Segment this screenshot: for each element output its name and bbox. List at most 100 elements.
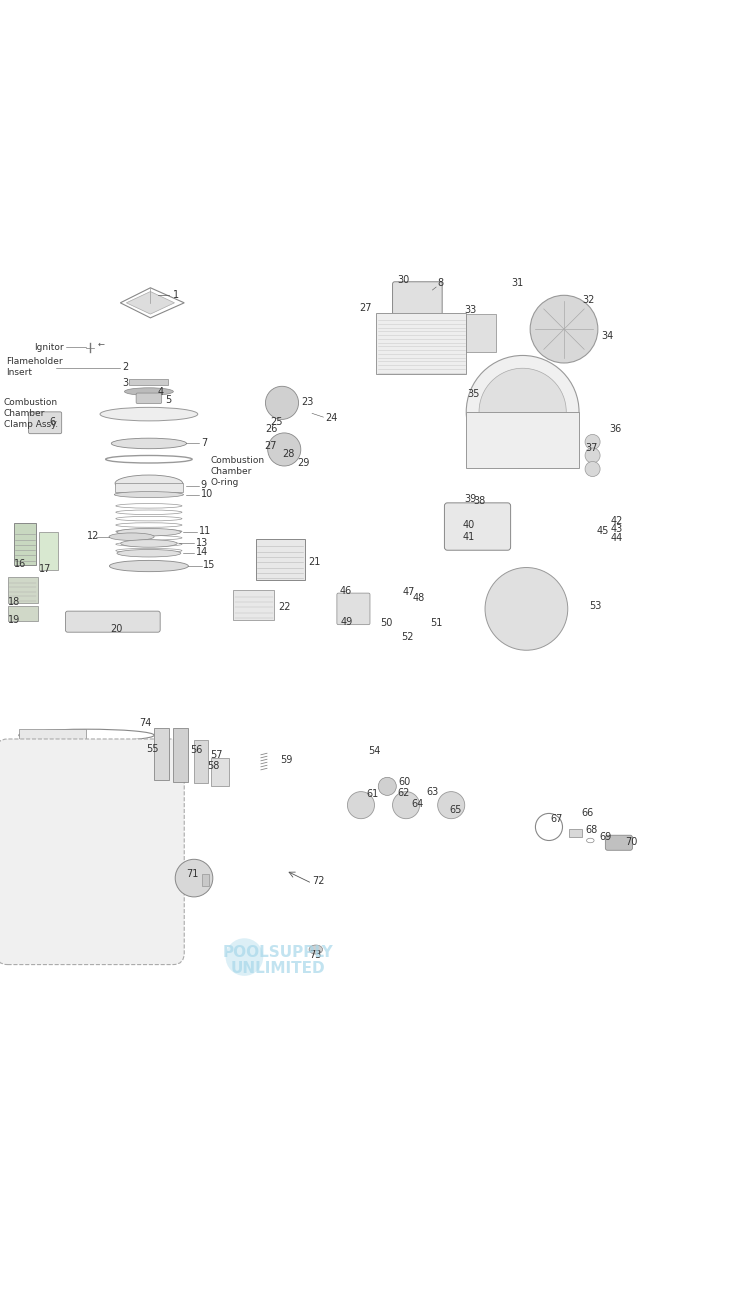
Text: 40: 40 (462, 519, 475, 530)
Text: Flameholder
Insert: Flameholder Insert (6, 356, 62, 377)
Text: 7: 7 (201, 437, 207, 448)
Circle shape (485, 568, 568, 650)
Text: 1: 1 (173, 290, 179, 300)
Text: 64: 64 (411, 800, 423, 809)
Bar (8, 577, 38, 603)
Text: 16: 16 (14, 559, 26, 569)
Text: 38: 38 (473, 496, 485, 506)
Ellipse shape (117, 549, 181, 557)
Bar (19, 762, 86, 774)
Bar (19, 779, 86, 791)
Text: 26: 26 (265, 424, 277, 435)
Text: 47: 47 (402, 586, 414, 596)
Text: 69: 69 (599, 833, 611, 843)
Text: 67: 67 (550, 814, 562, 823)
Circle shape (479, 368, 566, 455)
Text: 33: 33 (465, 304, 477, 315)
Text: 19: 19 (8, 615, 20, 625)
Text: Ignitor: Ignitor (35, 343, 64, 351)
Bar (569, 829, 582, 837)
Ellipse shape (100, 407, 198, 422)
FancyBboxPatch shape (0, 739, 184, 964)
Text: 57: 57 (211, 750, 223, 760)
Text: 45: 45 (596, 526, 608, 536)
Text: 61: 61 (366, 790, 378, 799)
Text: ←: ← (98, 339, 105, 348)
Text: 44: 44 (611, 534, 623, 543)
Text: 29: 29 (297, 458, 309, 468)
Text: Combustion
Chamber
O-ring: Combustion Chamber O-ring (211, 455, 265, 487)
Bar (173, 728, 188, 782)
Text: 11: 11 (199, 526, 211, 536)
Text: 4: 4 (158, 388, 164, 397)
Text: 71: 71 (186, 869, 198, 878)
Bar (154, 728, 169, 780)
Text: 23: 23 (301, 397, 313, 407)
Text: 20: 20 (111, 624, 123, 634)
Text: 68: 68 (585, 825, 597, 835)
Circle shape (347, 792, 374, 818)
Circle shape (265, 386, 299, 419)
Bar (19, 829, 86, 840)
Text: POOLSUPPLY
UNLIMITED: POOLSUPPLY UNLIMITED (223, 945, 334, 976)
Text: 48: 48 (412, 592, 424, 603)
Text: 72: 72 (312, 876, 325, 886)
FancyBboxPatch shape (65, 611, 160, 632)
Text: 60: 60 (399, 776, 411, 787)
Text: 39: 39 (464, 495, 476, 504)
Text: 49: 49 (341, 617, 353, 626)
Text: 25: 25 (271, 418, 284, 428)
Text: 22: 22 (278, 603, 291, 612)
FancyBboxPatch shape (337, 592, 370, 625)
Bar (8, 606, 38, 621)
Ellipse shape (111, 438, 186, 449)
Circle shape (393, 792, 420, 818)
Bar (129, 378, 168, 385)
Text: 24: 24 (325, 412, 337, 423)
Text: 46: 46 (340, 586, 352, 596)
Ellipse shape (114, 492, 183, 497)
Text: 70: 70 (626, 837, 638, 847)
Text: 27: 27 (265, 441, 277, 450)
Text: 37: 37 (585, 442, 597, 453)
Bar (211, 758, 229, 787)
FancyBboxPatch shape (136, 393, 162, 403)
Text: 2: 2 (122, 361, 128, 372)
Ellipse shape (110, 560, 188, 572)
Text: 66: 66 (581, 808, 593, 818)
Text: 5: 5 (165, 395, 171, 405)
Circle shape (175, 859, 213, 897)
Text: 9: 9 (201, 480, 207, 489)
Polygon shape (126, 291, 174, 315)
Bar (233, 590, 274, 620)
Text: 35: 35 (468, 389, 480, 399)
Text: 36: 36 (609, 424, 621, 435)
Text: 59: 59 (280, 756, 293, 765)
Text: 31: 31 (511, 278, 523, 288)
Text: 21: 21 (308, 557, 320, 568)
Text: 12: 12 (86, 531, 99, 542)
FancyBboxPatch shape (393, 282, 442, 315)
Bar (14, 523, 36, 565)
Text: 10: 10 (201, 489, 213, 499)
Circle shape (585, 435, 600, 449)
Bar (466, 315, 496, 352)
Text: 28: 28 (282, 449, 294, 459)
FancyBboxPatch shape (444, 502, 511, 551)
Text: 43: 43 (611, 525, 623, 534)
Text: 32: 32 (583, 295, 595, 305)
Bar (19, 812, 86, 823)
Circle shape (466, 355, 579, 468)
Text: 62: 62 (397, 788, 409, 799)
Text: 53: 53 (589, 600, 601, 611)
Text: 8: 8 (438, 278, 444, 288)
Ellipse shape (115, 475, 183, 492)
Text: Combustion
Chamber
Clamp Assy.: Combustion Chamber Clamp Assy. (4, 398, 58, 429)
FancyBboxPatch shape (29, 412, 62, 433)
Circle shape (438, 792, 465, 818)
Bar (256, 539, 305, 581)
Text: 73: 73 (310, 950, 322, 959)
Text: 65: 65 (449, 805, 461, 814)
Text: 6: 6 (50, 416, 56, 427)
Text: 63: 63 (426, 787, 438, 797)
